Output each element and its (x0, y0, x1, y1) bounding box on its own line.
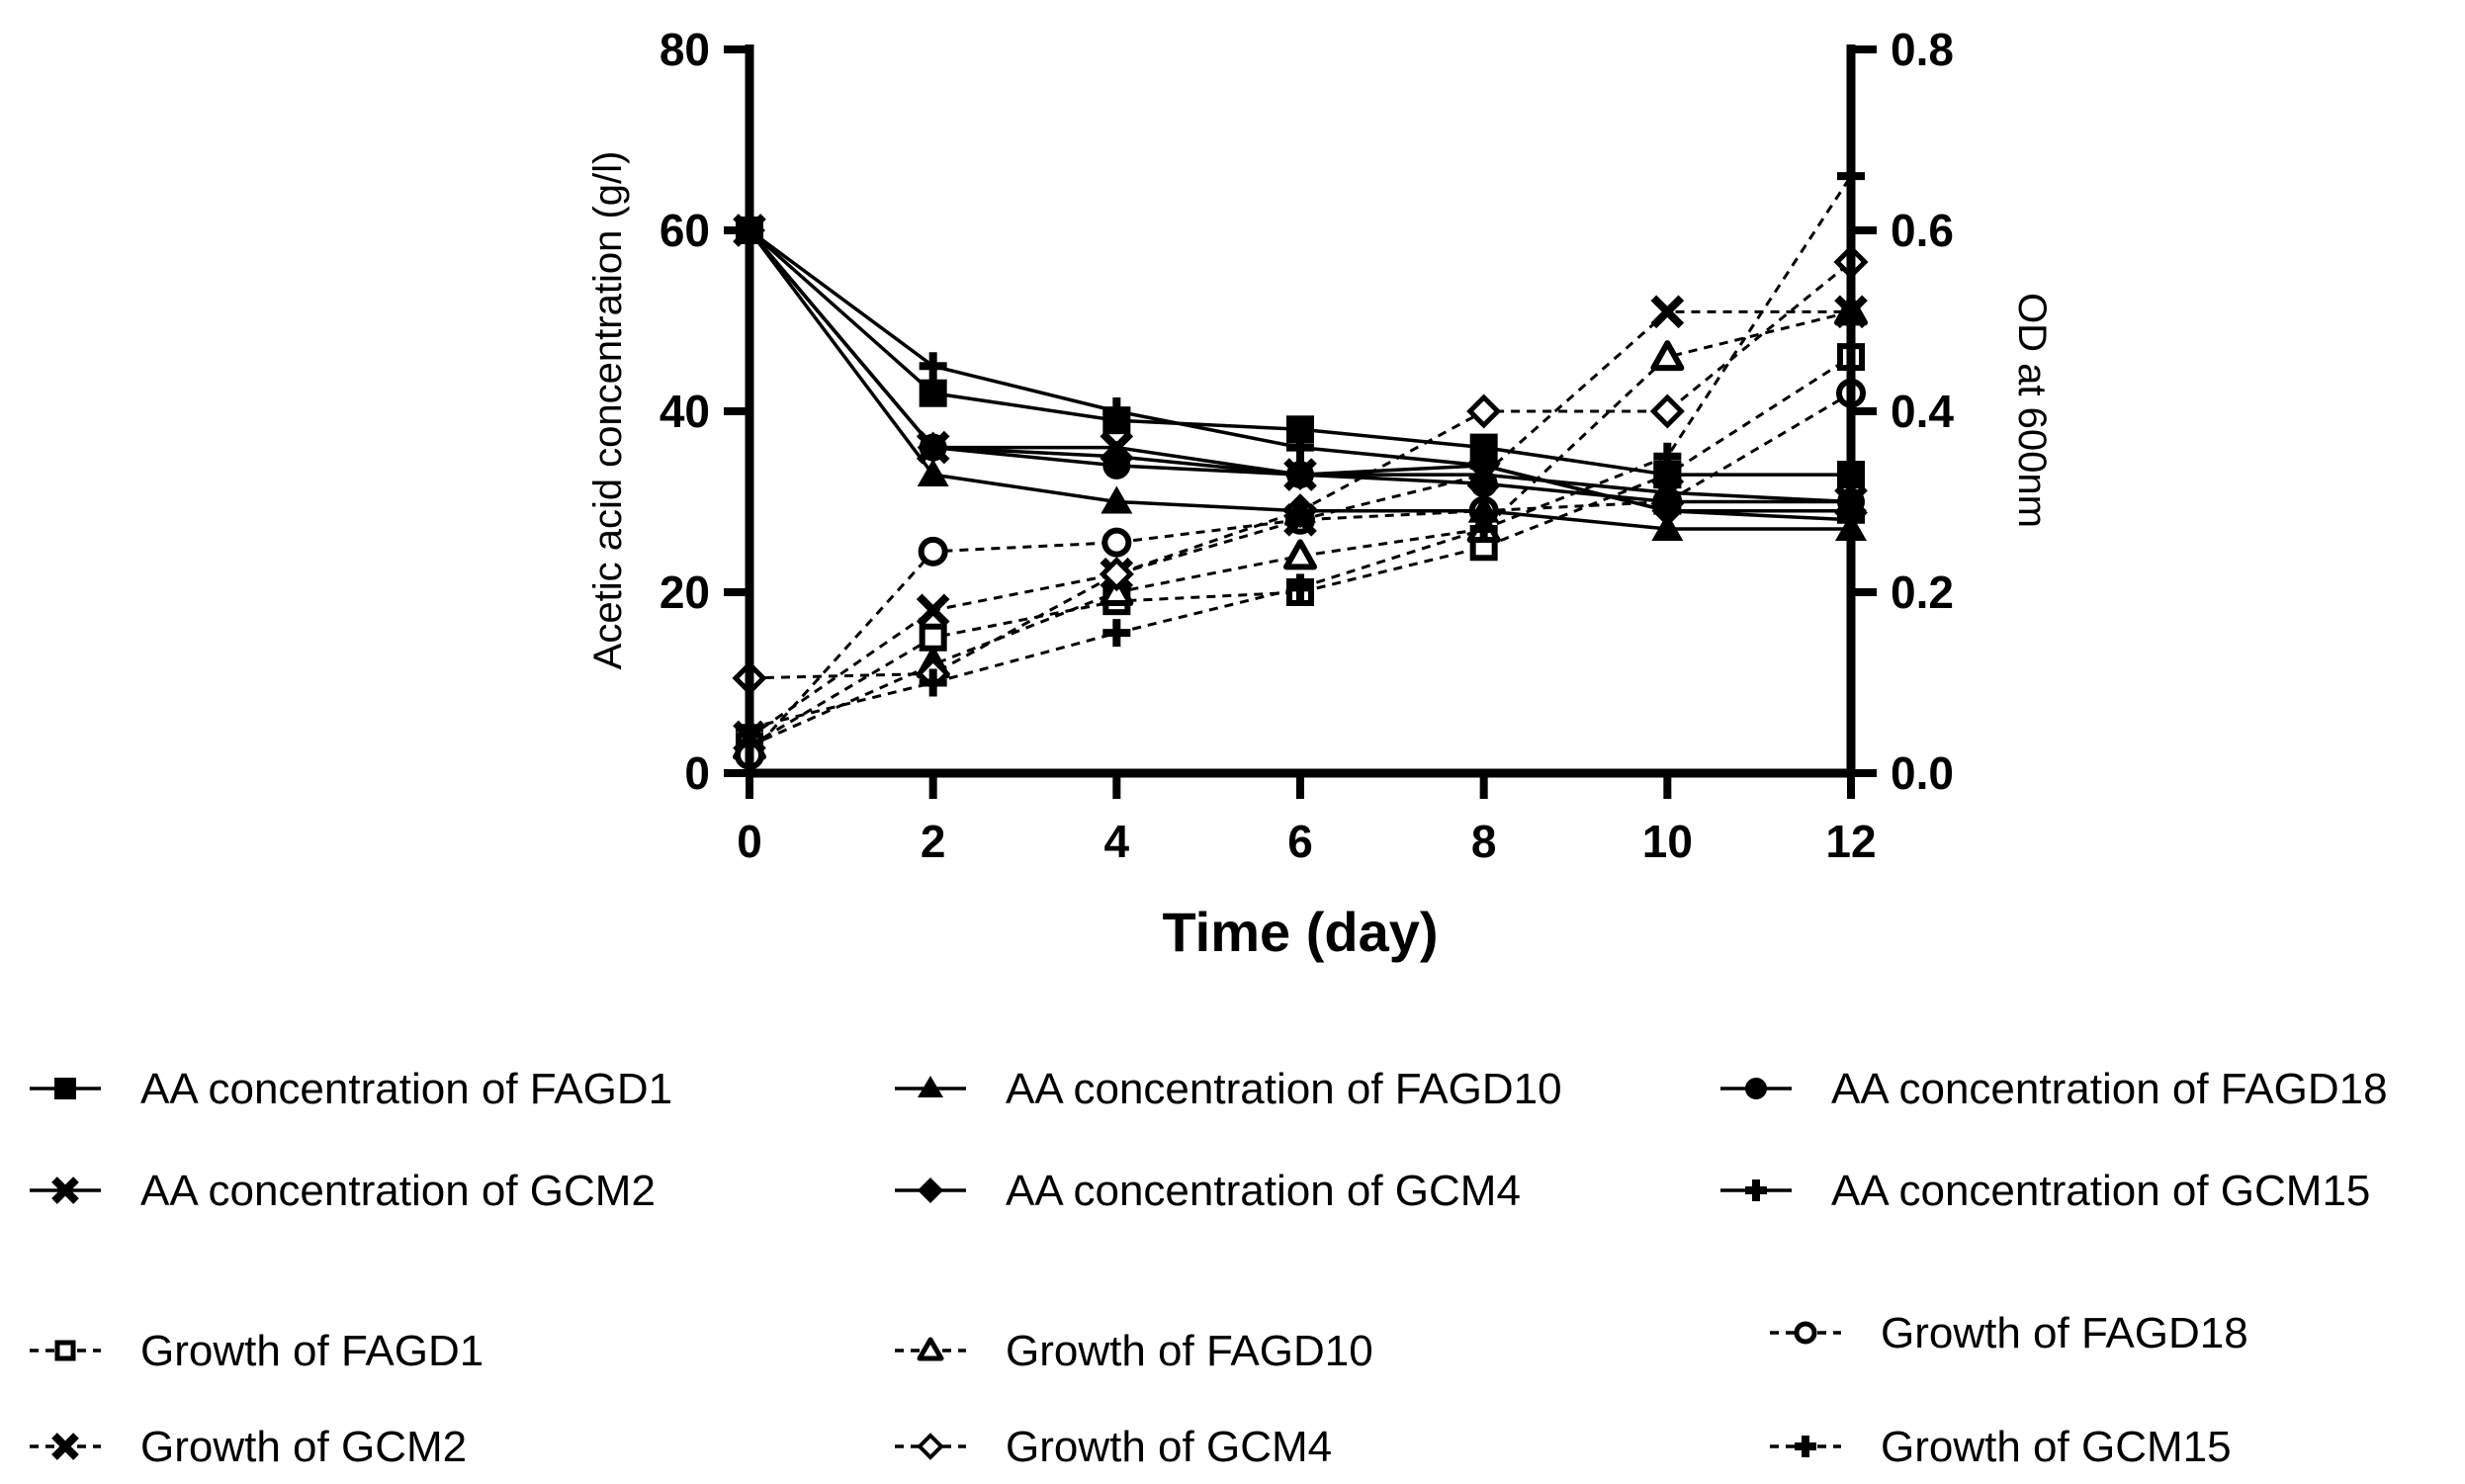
legend-marker (1745, 1078, 1767, 1099)
data-point (1467, 494, 1500, 523)
y-tick-label: 40 (660, 386, 710, 437)
data-point (1101, 527, 1132, 558)
data-point (1284, 494, 1316, 523)
data-point (917, 459, 949, 487)
x-tick-label: 10 (1642, 816, 1693, 867)
legend-item: Growth of GCM15 (1770, 1423, 2232, 1471)
legend-item: AA concentration of GCM2 (30, 1167, 656, 1215)
x-tick-label: 12 (1825, 816, 1876, 867)
legend-label: Growth of FAGD18 (1881, 1309, 2248, 1357)
legend-item: Growth of GCM4 (895, 1423, 1332, 1471)
legend-marker (917, 1337, 944, 1361)
data-point (1100, 440, 1133, 473)
data-point (1650, 476, 1685, 510)
data-point (918, 536, 948, 567)
data-point (1102, 619, 1131, 648)
legend-marker (1794, 1321, 1817, 1345)
x-tick-label: 6 (1287, 816, 1313, 867)
legend: AA concentration of FAGD1 AA concentratio… (30, 1065, 2388, 1471)
y2-tick-label: 0.6 (1891, 205, 1954, 256)
data-point (1650, 295, 1685, 329)
data-point (919, 352, 947, 381)
legend-label: AA concentration of FAGD1 (140, 1065, 672, 1113)
legend-label: AA concentration of GCM4 (1006, 1167, 1521, 1215)
ticks-layer: 0 2 4 6 8 10 12 0 20 40 60 80 0.0 0.2 0.4 0.6 0.8 (660, 24, 1955, 867)
legend-item: Growth of FAGD18 (1770, 1309, 2248, 1357)
y-tick-label: 60 (660, 205, 710, 256)
y2-tick-label: 0.8 (1891, 24, 1954, 75)
x-tick-label: 2 (921, 816, 946, 867)
data-point (919, 668, 947, 697)
series-5 (734, 215, 1867, 527)
x-tick-label: 0 (737, 816, 762, 867)
legend-item: AA concentration of GCM4 (895, 1167, 1521, 1215)
series-2 (734, 215, 1867, 541)
legend-marker (918, 1178, 943, 1203)
data-point (1649, 393, 1685, 429)
legend-marker (1795, 1436, 1816, 1457)
data-point (1283, 539, 1317, 570)
legend-label: Growth of FAGD1 (140, 1327, 484, 1375)
legend-label: AA concentration of GCM15 (1831, 1167, 2370, 1215)
data-point (1102, 397, 1131, 425)
legend-marker (1745, 1179, 1767, 1201)
legend-item: AA concentration of GCM15 (1720, 1167, 2370, 1215)
legend-item: Growth of GCM2 (30, 1423, 467, 1471)
y-tick-label: 80 (660, 24, 710, 75)
legend-label: AA concentration of GCM2 (140, 1167, 656, 1215)
x-tick-label: 8 (1471, 816, 1497, 867)
data-point (1653, 496, 1682, 525)
legend-marker (54, 1340, 76, 1361)
series-layer (732, 162, 1869, 770)
legend-item: AA concentration of FAGD18 (1720, 1065, 2388, 1113)
data-point (1650, 340, 1685, 372)
legend-marker (51, 1433, 79, 1460)
legend-label: Growth of FAGD10 (1006, 1327, 1373, 1375)
legend-label: Growth of GCM2 (140, 1423, 467, 1471)
data-point (916, 593, 950, 628)
data-point (1284, 459, 1316, 491)
x-tick-label: 4 (1104, 816, 1130, 867)
y2-tick-label: 0.4 (1891, 386, 1954, 437)
data-point (917, 431, 949, 464)
legend-marker (917, 1433, 944, 1460)
right-y-axis-title: OD at 600nm (2010, 293, 2054, 528)
y-tick-label: 0 (684, 747, 710, 799)
legend-item: AA concentration of FAGD1 (30, 1065, 672, 1113)
legend-item: Growth of FAGD1 (30, 1327, 484, 1375)
data-point (919, 623, 947, 652)
data-point (1286, 573, 1314, 602)
y2-tick-label: 0.2 (1891, 567, 1954, 618)
axes-layer (745, 44, 1856, 778)
legend-label: Growth of GCM4 (1006, 1423, 1332, 1471)
legend-marker (51, 1177, 79, 1204)
legend-label: Growth of GCM15 (1881, 1423, 2232, 1471)
data-point (1286, 433, 1314, 462)
data-point (1100, 485, 1133, 514)
legend-label: AA concentration of FAGD18 (1831, 1065, 2388, 1113)
legend-marker (918, 1076, 943, 1097)
data-point (919, 379, 947, 407)
legend-marker (54, 1078, 76, 1099)
legend-item: Growth of FAGD10 (895, 1327, 1373, 1375)
data-point (1651, 512, 1684, 541)
left-y-axis-title: Acetic acid concentration (g/l) (586, 151, 630, 670)
data-point (1466, 393, 1502, 429)
x-axis-title: Time (day) (1162, 901, 1438, 963)
legend-item: AA concentration of FAGD10 (895, 1065, 1562, 1113)
data-point (1469, 451, 1498, 480)
legend-label: AA concentration of FAGD10 (1006, 1065, 1562, 1113)
y-tick-label: 20 (660, 567, 710, 618)
data-point (1099, 557, 1134, 592)
y2-tick-label: 0.0 (1891, 747, 1954, 799)
